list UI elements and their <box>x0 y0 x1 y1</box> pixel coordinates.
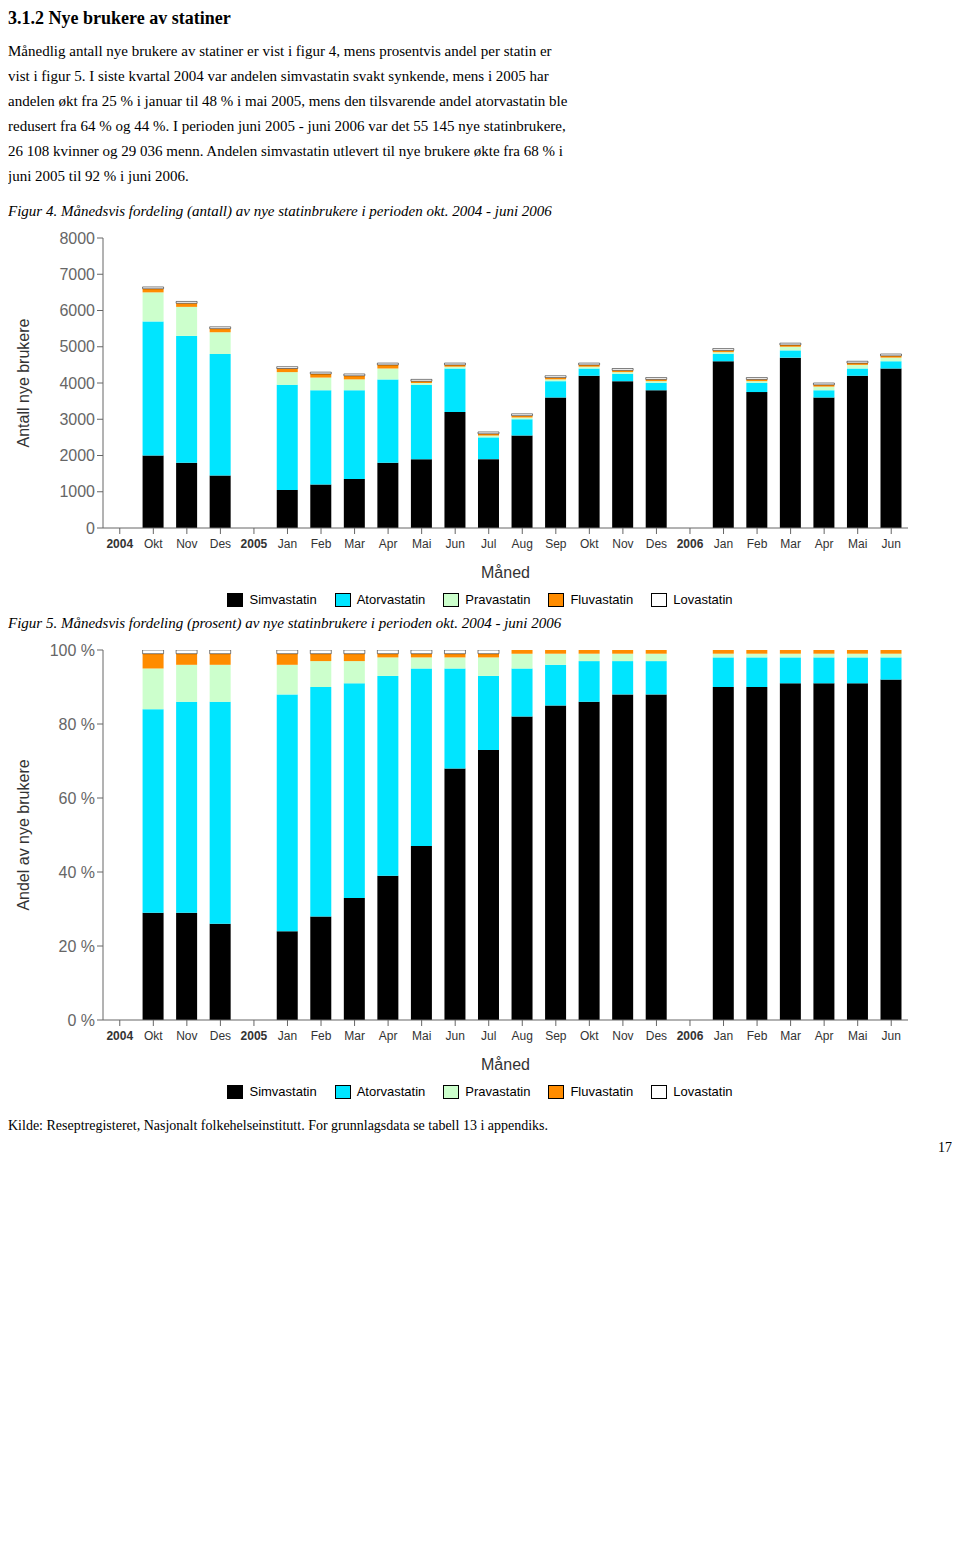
html-text:Lovastatin: Lovastatin <box>673 592 733 607</box>
svg-text:2000: 2000 <box>59 447 95 464</box>
svg-text:Des: Des <box>646 537 667 551</box>
svg-text:Jan: Jan <box>278 1029 297 1043</box>
html-text:Atorvastatin: Atorvastatin <box>356 592 426 607</box>
html-text:Atorvastatin: Atorvastatin <box>356 1084 426 1099</box>
svg-text:Apr: Apr <box>815 537 834 551</box>
svg-text:Des: Des <box>210 1029 231 1043</box>
svg-text:3000: 3000 <box>59 411 95 428</box>
svg-text:2005: 2005 <box>241 537 268 551</box>
svg-text:Måned: Måned <box>481 564 530 581</box>
html-text:Kilde: Reseptregisteret, Nasjo: Kilde: Reseptregisteret, Nasjonalt folke… <box>8 1118 548 1133</box>
html-text:Lovastatin: Lovastatin <box>673 1084 733 1099</box>
html-text:vist i figur 5. I siste kvarta: vist i figur 5. I siste kvartal 2004 var… <box>8 68 549 84</box>
svg-text:Okt: Okt <box>144 537 163 551</box>
svg-text:Jul: Jul <box>481 537 496 551</box>
svg-text:6000: 6000 <box>59 302 95 319</box>
svg-text:Jan: Jan <box>278 537 297 551</box>
svg-text:2004: 2004 <box>106 1029 133 1043</box>
html-text:andelen økt fra 25 % i januar: andelen økt fra 25 % i januar til 48 % i… <box>8 93 568 109</box>
svg-text:100 %: 100 % <box>50 642 95 659</box>
svg-text:4000: 4000 <box>59 375 95 392</box>
svg-text:Jan: Jan <box>714 537 733 551</box>
svg-text:Aug: Aug <box>512 537 533 551</box>
svg-text:2006: 2006 <box>677 537 704 551</box>
svg-text:Feb: Feb <box>311 1029 332 1043</box>
svg-text:Sep: Sep <box>545 1029 567 1043</box>
svg-text:Mar: Mar <box>780 1029 801 1043</box>
svg-text:Mar: Mar <box>344 537 365 551</box>
html-text:17: 17 <box>938 1140 952 1155</box>
html-text:juni 2005 til 92 % i juni 2006: juni 2005 til 92 % i juni 2006. <box>8 168 189 184</box>
svg-text:Okt: Okt <box>580 1029 599 1043</box>
html-text:Fluvastatin: Fluvastatin <box>570 592 634 607</box>
svg-text:Mar: Mar <box>780 537 801 551</box>
svg-text:2005: 2005 <box>241 1029 268 1043</box>
svg-text:Jun: Jun <box>446 537 465 551</box>
svg-text:Apr: Apr <box>379 537 398 551</box>
svg-text:Mai: Mai <box>412 1029 431 1043</box>
svg-text:Apr: Apr <box>815 1029 834 1043</box>
svg-text:Okt: Okt <box>144 1029 163 1043</box>
html-text:Fluvastatin: Fluvastatin <box>570 1084 634 1099</box>
svg-text:Måned: Måned <box>481 1056 530 1073</box>
svg-text:8000: 8000 <box>59 230 95 247</box>
svg-text:60 %: 60 % <box>59 790 95 807</box>
svg-text:Nov: Nov <box>612 1029 633 1043</box>
svg-text:Des: Des <box>646 1029 667 1043</box>
svg-text:Nov: Nov <box>176 537 197 551</box>
svg-text:Des: Des <box>210 537 231 551</box>
svg-text:Jan: Jan <box>714 1029 733 1043</box>
svg-text:Okt: Okt <box>580 537 599 551</box>
svg-text:1000: 1000 <box>59 483 95 500</box>
svg-text:Jun: Jun <box>882 1029 901 1043</box>
svg-text:Jun: Jun <box>882 537 901 551</box>
svg-text:2006: 2006 <box>677 1029 704 1043</box>
svg-text:0: 0 <box>86 520 95 537</box>
svg-text:Feb: Feb <box>747 537 768 551</box>
svg-text:Mai: Mai <box>848 537 867 551</box>
svg-text:7000: 7000 <box>59 266 95 283</box>
html-text:Simvastatin: Simvastatin <box>249 592 317 607</box>
html-text:Pravastatin: Pravastatin <box>465 592 531 607</box>
svg-text:0 %: 0 % <box>67 1012 95 1029</box>
svg-text:Mai: Mai <box>412 537 431 551</box>
html-text:26 108 kvinner og 29 036 menn.: 26 108 kvinner og 29 036 menn. Andelen s… <box>8 143 563 159</box>
svg-text:Jul: Jul <box>481 1029 496 1043</box>
html-text:redusert fra 64 % og 44 %. I p: redusert fra 64 % og 44 %. I perioden ju… <box>8 118 566 134</box>
svg-text:Sep: Sep <box>545 537 567 551</box>
html-text:Månedlig antall nye brukere av: Månedlig antall nye brukere av statiner … <box>8 43 552 59</box>
svg-text:Feb: Feb <box>747 1029 768 1043</box>
svg-text:Mar: Mar <box>344 1029 365 1043</box>
svg-text:Andel av nye brukere: Andel av nye brukere <box>15 759 32 910</box>
html-text:3.1.2 Nye brukere av statiner: 3.1.2 Nye brukere av statiner <box>8 8 231 28</box>
svg-text:20 %: 20 % <box>59 938 95 955</box>
svg-text:Aug: Aug <box>512 1029 533 1043</box>
svg-text:Antall nye brukere: Antall nye brukere <box>15 318 32 447</box>
svg-text:5000: 5000 <box>59 338 95 355</box>
svg-text:Jun: Jun <box>446 1029 465 1043</box>
html-text:Pravastatin: Pravastatin <box>465 1084 531 1099</box>
svg-text:40 %: 40 % <box>59 864 95 881</box>
svg-text:Apr: Apr <box>379 1029 398 1043</box>
svg-text:Mai: Mai <box>848 1029 867 1043</box>
html-text:Figur 5. Månedsvis fordeling (: Figur 5. Månedsvis fordeling (prosent) a… <box>8 615 562 631</box>
svg-text:Nov: Nov <box>612 537 633 551</box>
html-text:Simvastatin: Simvastatin <box>249 1084 317 1099</box>
svg-text:Feb: Feb <box>311 537 332 551</box>
svg-text:80 %: 80 % <box>59 716 95 733</box>
svg-text:2004: 2004 <box>106 537 133 551</box>
svg-text:Nov: Nov <box>176 1029 197 1043</box>
html-text:Figur 4. Månedsvis fordeling (: Figur 4. Månedsvis fordeling (antall) av… <box>8 203 552 219</box>
